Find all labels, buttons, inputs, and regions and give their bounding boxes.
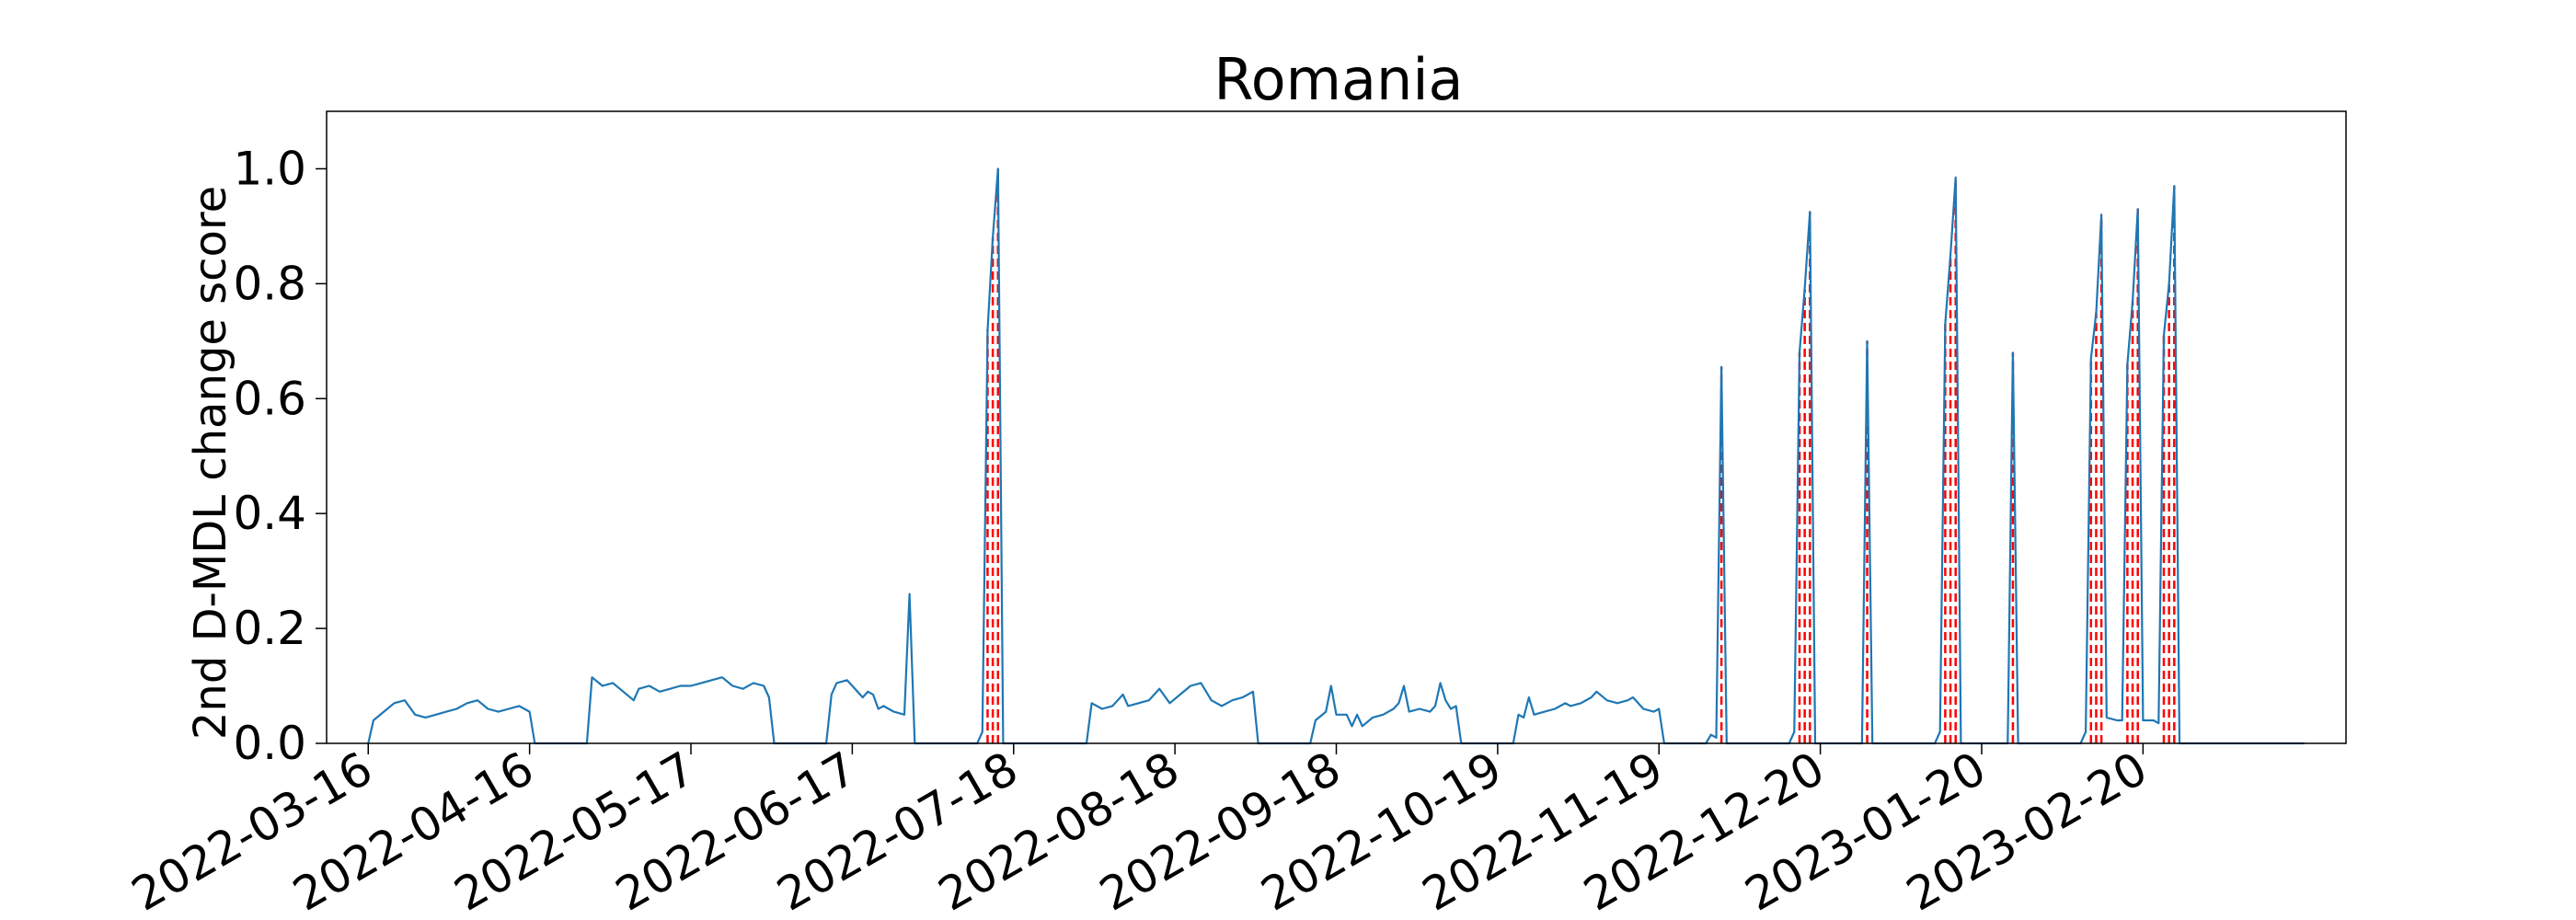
- chart-title: Romania: [1213, 46, 1463, 113]
- y-tick-label: 0.4: [233, 487, 306, 540]
- y-tick-label: 0.0: [233, 717, 306, 770]
- y-axis-label: 2nd D-MDL change score: [185, 186, 236, 740]
- y-axis-ticks: 0.0 0.2 0.4 0.6 0.8 1.0: [233, 142, 327, 770]
- x-axis-ticks: 2022-03-162022-04-162022-05-172022-06-17…: [123, 742, 2156, 920]
- y-tick-label: 0.2: [233, 602, 306, 655]
- y-tick-label: 0.6: [233, 372, 306, 425]
- series-line-0: [367, 167, 2305, 745]
- y-tick-label: 0.8: [233, 257, 306, 310]
- series-group: [367, 167, 2305, 745]
- y-tick-label: 1.0: [233, 142, 306, 195]
- plot-frame: [326, 110, 2347, 744]
- alarm-lines: [986, 168, 2176, 743]
